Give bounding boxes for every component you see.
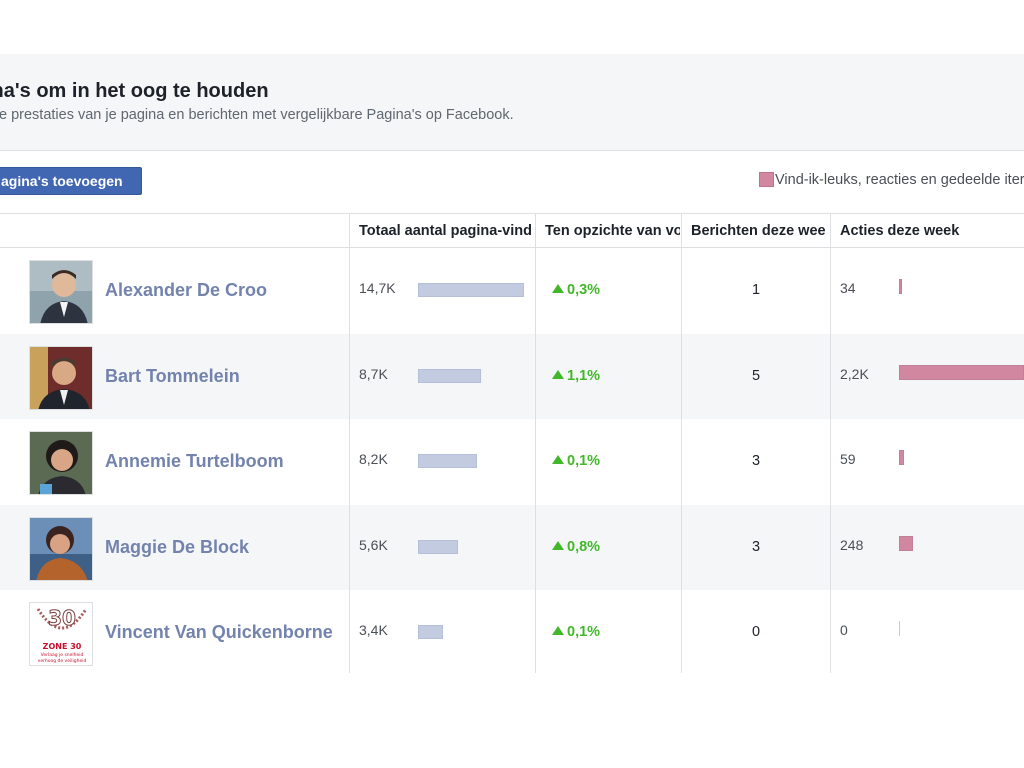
page-name-link[interactable]: Bart Tommelein <box>105 365 240 386</box>
actions-bar <box>899 279 902 294</box>
up-arrow-icon <box>552 284 564 293</box>
fan-count: 5,6K <box>359 536 388 553</box>
actions-bar <box>899 621 900 636</box>
change-value: 0,1% <box>552 419 600 504</box>
header-band <box>0 54 1024 151</box>
column-header-actions[interactable]: Acties deze week <box>840 223 960 239</box>
legend-swatch <box>759 171 774 187</box>
up-arrow-icon <box>552 626 564 635</box>
avatar[interactable] <box>29 345 93 410</box>
page-name-link[interactable]: Maggie De Block <box>105 536 250 557</box>
change-text: 0,1% <box>567 624 601 640</box>
zone-30-logo: 30 ZONE 30 Verlaag je snelheid verhoog d… <box>30 603 92 665</box>
avatar[interactable] <box>29 260 93 324</box>
fan-bar <box>418 454 477 468</box>
pages-table: n Totaal aantal pagina-vind Ten opzichte… <box>0 213 1024 676</box>
svg-text:Verlaag je snelheid: Verlaag je snelheid <box>41 652 84 658</box>
actions-count: 2,2K <box>840 365 869 382</box>
column-divider <box>535 213 536 673</box>
fan-count: 8,2K <box>359 451 388 467</box>
svg-text:verhoog de veiligheid: verhoog de veiligheid <box>38 658 87 664</box>
table-row: 30 ZONE 30 Verlaag je snelheid verhoog d… <box>0 590 1024 676</box>
change-value: 1,1% <box>552 334 600 419</box>
avatar[interactable] <box>29 431 93 495</box>
change-value: 0,8% <box>552 505 600 590</box>
actions-count: 248 <box>840 536 864 553</box>
fan-count: 8,7K <box>359 365 388 382</box>
column-divider <box>830 213 831 673</box>
svg-text:30: 30 <box>48 606 76 630</box>
fan-bar <box>418 283 524 297</box>
change-text: 0,3% <box>567 282 601 298</box>
up-arrow-icon <box>552 369 564 379</box>
posts-count: 0 <box>751 624 761 640</box>
column-header-posts[interactable]: Berichten deze wee <box>691 223 826 239</box>
change-text: 0,1% <box>567 453 601 469</box>
page-name-link[interactable]: Vincent Van Quickenborne <box>105 622 333 642</box>
table-row: Maggie De Block 5,6K 0,8% 3 248 <box>0 504 1024 590</box>
actions-count: 0 <box>840 622 848 638</box>
actions-count: 34 <box>840 280 856 296</box>
page-name-link[interactable]: Alexander De Croo <box>105 280 268 300</box>
posts-count: 3 <box>751 453 761 469</box>
page-name-link[interactable]: Annemie Turtelboom <box>105 451 284 471</box>
posts-count: 5 <box>751 367 761 384</box>
table-row: Bart Tommelein 8,7K 1,1% 5 2,2K <box>0 333 1024 419</box>
column-header-page[interactable]: n <box>0 214 332 249</box>
actions-bar <box>899 450 904 465</box>
fan-count: 3,4K <box>359 622 388 638</box>
page-subtitle: lijk de prestaties van je pagina en beri… <box>0 107 514 123</box>
up-arrow-icon <box>552 455 564 464</box>
change-value: 0,3% <box>552 248 600 333</box>
actions-bar <box>899 535 913 551</box>
avatar[interactable] <box>29 516 93 581</box>
table-row: Alexander De Croo 14,7K 0,3% 1 34 <box>0 248 1024 334</box>
fan-bar <box>418 368 481 383</box>
add-pages-button[interactable]: agina's toevoegen <box>0 167 142 195</box>
table-header: n Totaal aantal pagina-vind Ten opzichte… <box>0 213 1024 248</box>
column-divider <box>681 213 682 673</box>
column-header-total-fans[interactable]: Totaal aantal pagina-vind <box>359 223 532 239</box>
posts-count: 1 <box>751 282 761 298</box>
avatar[interactable]: 30 ZONE 30 Verlaag je snelheid verhoog d… <box>29 602 93 666</box>
table-row: Annemie Turtelboom 8,2K 0,1% 3 59 <box>0 419 1024 505</box>
column-divider <box>349 213 350 673</box>
actions-bar <box>899 364 1024 380</box>
fan-bar <box>418 625 443 639</box>
fan-bar <box>418 539 458 554</box>
page-title: ina's om in het oog te houden <box>0 80 269 102</box>
actions-count: 59 <box>840 451 856 467</box>
legend-label: Vind-ik-leuks, reacties en gedeelde iter <box>775 172 1024 188</box>
column-header-change[interactable]: Ten opzichte van vo <box>545 223 680 239</box>
legend: Vind-ik-leuks, reacties en gedeelde iter <box>759 171 1024 188</box>
fan-count: 14,7K <box>359 280 396 296</box>
up-arrow-icon <box>552 540 564 550</box>
posts-count: 3 <box>751 538 761 555</box>
change-text: 0,8% <box>567 538 601 555</box>
change-text: 1,1% <box>567 367 601 384</box>
change-value: 0,1% <box>552 590 600 675</box>
svg-text:ZONE 30: ZONE 30 <box>43 642 82 651</box>
